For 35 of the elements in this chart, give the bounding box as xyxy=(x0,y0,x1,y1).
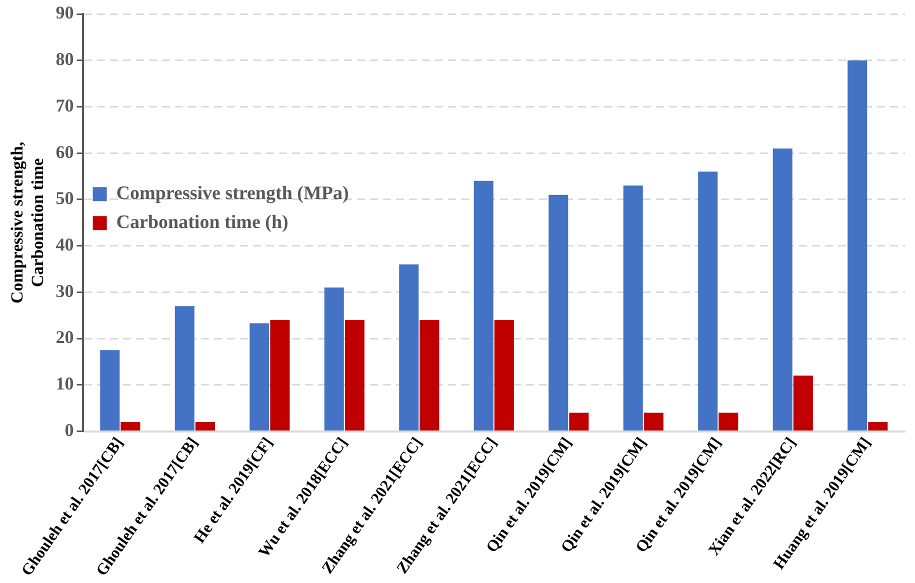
y-tick-label: 30 xyxy=(56,280,74,301)
bar xyxy=(548,194,568,431)
bar xyxy=(623,186,643,431)
y-tick-label: 20 xyxy=(56,327,74,348)
bar xyxy=(644,412,664,431)
bar xyxy=(868,422,888,431)
bar xyxy=(120,422,140,431)
y-tick-label: 60 xyxy=(56,142,74,162)
bar xyxy=(195,422,215,431)
y-axis-title: Compressive strength, Carbonation time xyxy=(8,142,47,304)
bar xyxy=(100,350,120,431)
bar xyxy=(420,320,440,431)
bar xyxy=(174,306,194,431)
bar xyxy=(848,60,868,431)
bar xyxy=(494,320,514,431)
bar xyxy=(772,148,792,431)
bar xyxy=(698,172,718,431)
y-tick-label: 10 xyxy=(56,374,74,394)
bar xyxy=(250,323,270,431)
bar xyxy=(569,412,589,431)
bar xyxy=(718,412,738,431)
y-tick-label: 40 xyxy=(56,234,74,254)
bar xyxy=(270,320,290,431)
y-tick-label: 0 xyxy=(64,420,74,440)
legend-label: Compressive strength (MPa) xyxy=(116,183,349,204)
bar xyxy=(793,376,813,431)
bar xyxy=(399,264,419,431)
legend-label: Carbonation time (h) xyxy=(116,212,288,234)
y-tick-label: 80 xyxy=(56,49,74,70)
y-tick-label: 90 xyxy=(56,2,74,23)
y-tick-label: 70 xyxy=(56,95,74,116)
bar xyxy=(324,288,344,431)
bar xyxy=(474,180,494,431)
bar xyxy=(344,320,364,431)
y-tick-label: 50 xyxy=(56,188,74,208)
